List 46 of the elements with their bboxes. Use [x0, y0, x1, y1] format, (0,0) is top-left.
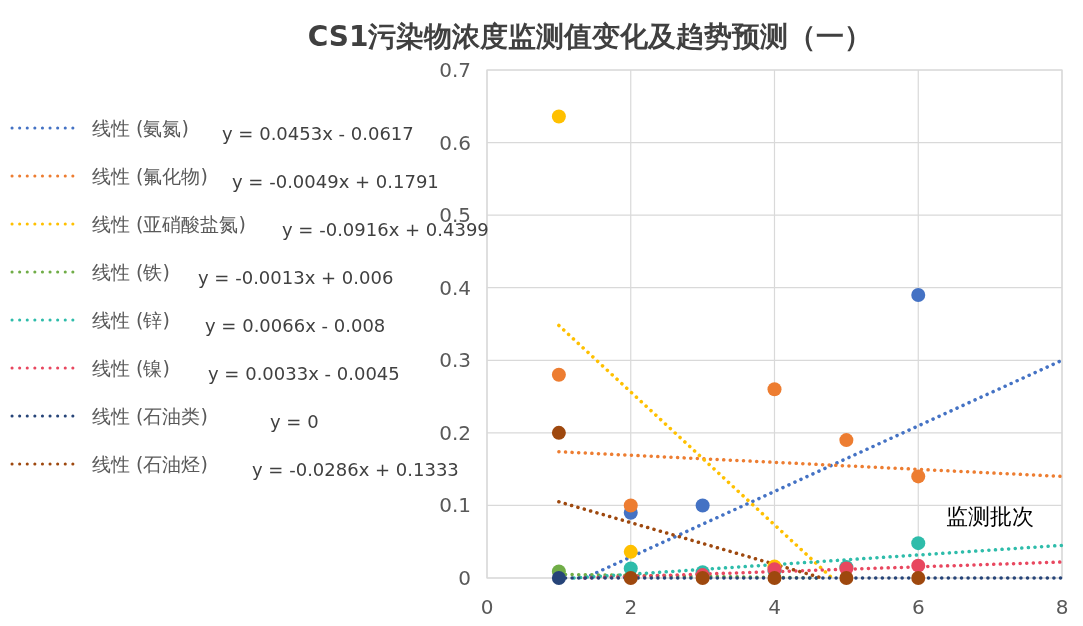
point — [551, 109, 566, 124]
text: y = -0.0286x + 0.1333 — [252, 459, 459, 480]
y-tick-label: 0 — [458, 566, 471, 590]
legend-label: 线性 (亚硝酸盐氮) — [92, 213, 246, 235]
point — [911, 469, 926, 484]
y-tick-label: 0.1 — [439, 493, 471, 518]
text: y = -0.0049x + 0.1791 — [232, 171, 439, 192]
x-tick-label: 6 — [911, 595, 925, 619]
point — [911, 571, 926, 585]
point — [551, 571, 566, 585]
legend-label: 线性 (氨氮) — [92, 117, 189, 139]
point — [551, 425, 566, 440]
legend-label: 线性 (石油烃) — [92, 453, 208, 475]
legend-label: 线性 (镍) — [92, 357, 170, 379]
legend-label: 线性 (氟化物) — [92, 165, 208, 187]
text: y = 0.0033x - 0.0045 — [208, 363, 400, 384]
point — [623, 571, 638, 585]
text: y = 0.0066x - 0.008 — [205, 315, 386, 336]
y-tick-label: 0.7 — [439, 58, 471, 82]
point — [695, 498, 710, 513]
point — [767, 571, 782, 585]
legend-label: 线性 (锌) — [92, 309, 170, 331]
text: y = 0.0453x - 0.0617 — [222, 123, 414, 144]
point — [623, 544, 638, 559]
point — [767, 382, 782, 397]
point — [911, 536, 926, 551]
y-tick-label: 0.2 — [439, 420, 471, 445]
point — [839, 571, 854, 585]
x-tick-label: 4 — [768, 595, 781, 619]
y-tick-label: 0.6 — [439, 130, 471, 155]
x-tick-label: 2 — [624, 595, 638, 619]
point — [911, 287, 926, 302]
point — [839, 433, 854, 448]
point — [623, 498, 638, 513]
point — [551, 367, 566, 382]
y-tick-label: 0.4 — [439, 275, 471, 300]
legend-label: 线性 (石油类) — [92, 405, 208, 427]
x-axis-title: 监测批次 — [946, 503, 1035, 529]
text: y = -0.0013x + 0.006 — [198, 267, 394, 288]
text: y = 0 — [270, 411, 319, 432]
chart-title: CS1污染物浓度监测值变化及趋势预测（一） — [307, 20, 873, 53]
x-tick-label: 0 — [480, 595, 494, 619]
x-tick-label: 8 — [1055, 595, 1069, 619]
point — [911, 558, 926, 573]
y-tick-label: 0.3 — [439, 348, 471, 373]
legend-label: 线性 (铁) — [92, 261, 170, 283]
